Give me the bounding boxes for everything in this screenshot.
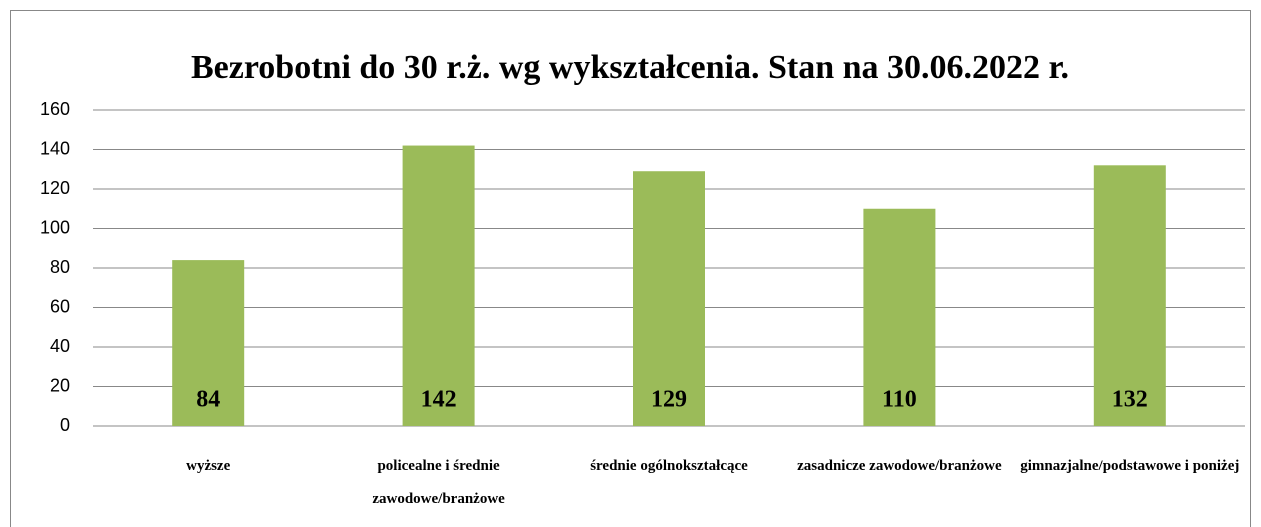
data-label: 142 [421, 387, 457, 413]
x-tick-label: gimnazjalne/podstawowe i poniżej [1020, 458, 1240, 474]
bar [402, 145, 475, 427]
bar [633, 171, 705, 426]
x-tick-label: zasadnicze zawodowe/branżowe [797, 458, 1002, 474]
bar [863, 208, 936, 426]
y-tick-label: 80 [50, 257, 70, 277]
y-tick-label: 140 [40, 138, 70, 158]
y-tick-label: 40 [50, 336, 70, 356]
y-tick-label: 60 [50, 296, 70, 316]
chart-title: Bezrobotni do 30 r.ż. wg wykształcenia. … [191, 49, 1069, 86]
y-tick-label: 0 [60, 415, 70, 435]
x-tick-label: wyższe [186, 458, 231, 474]
data-label: 110 [882, 387, 917, 413]
y-tick-label: 160 [40, 99, 70, 119]
y-tick-label: 100 [40, 217, 70, 237]
bar [1093, 165, 1166, 427]
chart-border [10, 10, 1251, 527]
data-label: 84 [196, 387, 220, 413]
x-tick-label: policealne i średnie zawodowe/branżowe [372, 458, 505, 507]
y-tick-label: 120 [40, 178, 70, 198]
data-label: 129 [651, 387, 687, 413]
data-label: 132 [1112, 387, 1148, 413]
x-tick-label: średnie ogólnokształcące [590, 458, 748, 474]
bar [172, 260, 245, 426]
y-tick-label: 20 [50, 375, 70, 395]
